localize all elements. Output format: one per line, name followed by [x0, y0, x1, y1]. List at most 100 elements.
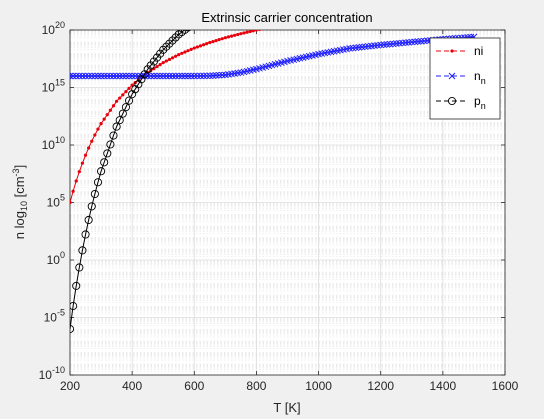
data-point-nn: [190, 72, 198, 80]
data-point-ni: [124, 89, 128, 94]
data-point-pn: [109, 131, 118, 140]
data-point-ni: [177, 53, 181, 57]
data-point-nn: [203, 72, 211, 80]
data-point-nn: [97, 72, 105, 80]
data-point-pn: [75, 263, 84, 272]
data-point-nn: [116, 72, 124, 80]
data-point-nn: [100, 72, 108, 80]
data-point-pn: [180, 30, 190, 34]
data-point-nn: [187, 72, 195, 80]
data-point-ni: [152, 66, 156, 71]
x-tick-label: 1200: [367, 379, 394, 393]
data-point-nn: [131, 72, 139, 80]
data-point-pn: [93, 178, 103, 187]
data-point-ni: [115, 99, 119, 103]
data-point-nn: [125, 72, 133, 80]
data-point-ni: [208, 40, 212, 45]
data-point-ni: [87, 146, 91, 150]
data-point-nn: [212, 72, 220, 79]
data-point-ni: [71, 189, 75, 193]
data-point-nn: [197, 72, 204, 80]
data-point-nn: [153, 72, 161, 80]
data-point-ni: [233, 33, 237, 37]
data-point-nn: [122, 72, 130, 80]
data-point-nn: [103, 72, 111, 80]
data-point-pn: [184, 30, 192, 32]
series-nn: [70, 33, 478, 80]
legend-marker-ni: [450, 49, 454, 53]
data-point-ni: [211, 39, 215, 44]
data-point-nn: [70, 72, 77, 80]
x-tick-label: 200: [60, 379, 80, 393]
data-point-ni: [90, 139, 94, 143]
data-point-pn: [70, 324, 75, 334]
data-point-pn: [115, 116, 124, 125]
y-tick-label: 10-5: [44, 308, 65, 325]
data-point-pn: [84, 215, 93, 225]
data-point-ni: [195, 45, 199, 49]
y-tick-label: 1010: [42, 135, 65, 152]
data-point-ni: [229, 34, 234, 38]
data-point-ni: [180, 51, 184, 55]
data-point-ni: [192, 46, 196, 50]
data-point-ni: [254, 30, 259, 32]
data-point-ni: [70, 200, 72, 205]
y-axis-label-end: ]: [12, 165, 27, 169]
legend-label-ni: ni: [474, 44, 483, 58]
data-point-ni: [223, 36, 227, 40]
data-point-ni: [239, 32, 243, 36]
data-point-nn: [150, 72, 158, 80]
data-point-nn: [147, 72, 155, 80]
data-point-ni: [205, 42, 209, 46]
data-point-nn: [135, 72, 142, 80]
x-tick-label: 1000: [305, 379, 332, 393]
data-point-ni: [118, 96, 122, 100]
data-point-pn: [87, 202, 96, 211]
axes: 200 400 600 800 1000 1200 1400 1600 10-10 10-5 100…: [39, 20, 519, 393]
data-point-ni: [174, 54, 178, 58]
data-point-ni: [96, 127, 100, 131]
data-point-ni: [167, 57, 172, 62]
data-point-pn: [118, 109, 127, 118]
data-point-pn: [70, 301, 78, 311]
data-point-nn: [79, 72, 86, 80]
data-point-nn: [184, 72, 192, 80]
data-point-pn: [100, 158, 109, 167]
y-axis-label-sub: 10: [19, 201, 29, 211]
data-point-ni: [127, 86, 131, 90]
data-point-nn: [82, 72, 89, 80]
y-tick-label: 1020: [42, 20, 65, 37]
y-axis-label: n log10 [cm-3]: [11, 165, 29, 239]
data-point-ni: [198, 44, 203, 48]
series-line-ni: [70, 30, 260, 203]
data-point-ni: [189, 47, 193, 51]
data-point-ni: [186, 49, 190, 53]
y-tick-label: 100: [47, 250, 65, 267]
data-point-pn: [81, 230, 90, 239]
legend-label-nn: nn: [474, 69, 486, 86]
data-point-ni: [258, 30, 262, 32]
data-point-ni: [170, 56, 175, 60]
data-point-nn: [110, 72, 117, 80]
legend: ni nn pn: [429, 37, 501, 120]
chart-title: Extrinsic carrier concentration: [201, 10, 372, 25]
data-point-nn: [194, 72, 201, 80]
data-point-ni: [245, 30, 249, 34]
data-point-ni: [161, 61, 165, 65]
data-point-nn: [128, 72, 136, 80]
data-point-ni: [220, 37, 224, 41]
data-point-pn: [171, 33, 180, 42]
x-axis-label: T [K]: [273, 400, 300, 415]
data-point-nn: [91, 72, 99, 80]
data-point-ni: [226, 35, 231, 39]
data-point-ni: [155, 65, 159, 69]
data-point-nn: [75, 72, 83, 80]
data-point-pn: [97, 167, 106, 176]
y-axis-label-unit: [cm: [12, 176, 27, 201]
data-point-pn: [121, 103, 130, 112]
data-point-ni: [77, 170, 81, 174]
data-point-nn: [119, 72, 127, 80]
data-point-ni: [248, 30, 252, 34]
data-point-ni: [108, 108, 112, 112]
y-axis-label-sup: -3: [11, 168, 21, 176]
